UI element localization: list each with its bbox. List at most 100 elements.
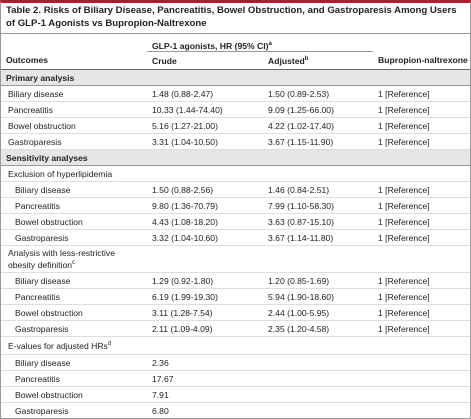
value-cell: 1 [Reference] [373, 213, 470, 230]
value-cell: 17.67 [147, 370, 263, 387]
outcome-cell: Bowel obstruction [1, 117, 147, 134]
column-header-text: Adjusted [268, 55, 305, 66]
outcome-cell: Pancreatitis [1, 370, 147, 387]
outcome-cell: Pancreatitis [1, 288, 147, 305]
section-label: Sensitivity analyses [1, 149, 470, 166]
value-cell: 1 [Reference] [373, 272, 470, 289]
empty-cell [263, 370, 374, 387]
value-cell: 1 [Reference] [373, 288, 470, 305]
outcome-cell: Gastroparesis [1, 133, 147, 150]
sub-row: Gastroparesis 6.80 [1, 403, 470, 419]
sub-row: Bowel obstruction 4.43 (1.08-18.20) 3.63 (… [1, 213, 470, 230]
group-row: Analysis with less-restrictive obesity d… [1, 245, 470, 273]
label-text: E-values for adjusted HRs [8, 340, 108, 351]
value-cell: 7.99 (1.10-58.30) [263, 197, 374, 214]
group-label: E-values for adjusted HRsd [1, 336, 147, 355]
value-cell: 1.20 (0.85-1.69) [263, 272, 374, 289]
value-cell: 9.80 (1.36-70.79) [147, 197, 263, 214]
group-label: Exclusion of hyperlipidemia [1, 165, 470, 182]
empty-cell [263, 354, 374, 371]
item-row: Bowel obstruction 5.16 (1.27-21.00) 4.22 (… [1, 117, 470, 134]
value-cell: 6.80 [152, 405, 169, 416]
value-cell: 4.22 (1.02-17.40) [263, 117, 374, 134]
group-row: E-values for adjusted HRsd [1, 336, 470, 355]
outcome-cell: Biliary disease [1, 181, 147, 198]
group-text: GLP-1 agonists, HR (95% CI) [152, 41, 269, 51]
outcome-cell: Biliary disease [1, 272, 147, 289]
value-cell: 1 [Reference] [373, 304, 470, 321]
outcome-cell: Bowel obstruction [1, 386, 147, 403]
column-group-header: GLP-1 agonists, HR (95% CI)a [147, 34, 374, 52]
footnote-marker: c [72, 260, 76, 267]
label-text: Analysis with less-restrictive obesity d… [8, 248, 115, 270]
sub-row: Bowel obstruction 7.91 [1, 386, 470, 403]
empty-cell [147, 245, 470, 273]
value-cell: 1 [Reference] [373, 181, 470, 198]
value-cell: 10.33 (1.44-74.40) [147, 101, 263, 118]
sub-row: Pancreatitis 9.80 (1.36-70.79) 7.99 (1.10-… [1, 197, 470, 214]
value-cell: 1 [Reference] [373, 320, 470, 337]
footnote-marker: a [268, 41, 272, 48]
value-cell: 1.48 (0.88-2.47) [147, 85, 263, 102]
value-cell: 6.19 (1.99-19.30) [147, 288, 263, 305]
value-cell: 3.32 (1.04-10.60) [147, 229, 263, 246]
outcome-cell: Bowel obstruction [1, 304, 147, 321]
sub-row: Pancreatitis 6.19 (1.99-19.30) 5.94 (1.90-… [1, 288, 470, 305]
value-cell: 3.31 (1.04-10.50) [147, 133, 263, 150]
label-text: Primary analysis [6, 72, 75, 83]
outcome-cell: Bowel obstruction [1, 213, 147, 230]
value-cell: 2.36 [147, 354, 263, 371]
value-cell: 1 [Reference] [373, 85, 470, 102]
footnote-marker: d [107, 340, 112, 347]
outcome-cell: Pancreatitis [1, 197, 147, 214]
header-row: Outcomes Crude Adjustedb Bupropion-naltrexo… [1, 51, 470, 70]
outcome-cell: Gastroparesis [1, 229, 147, 246]
value-cell: 1 [Reference] [373, 229, 470, 246]
column-header-text: Outcomes [6, 55, 49, 66]
value-cell: 1.46 (0.84-2.51) [263, 181, 374, 198]
column-header: Adjustedb [263, 51, 374, 70]
value-cell: 3.11 (1.28-7.54) [147, 304, 263, 321]
outcome-cell: Pancreatitis [1, 101, 147, 118]
label-text: Exclusion of hyperlipidemia [8, 168, 113, 179]
empty-cell [373, 354, 470, 371]
empty-cell [373, 370, 470, 387]
value-cell: 2.11 (1.09-4.09) [147, 320, 263, 337]
sub-row: Gastroparesis 3.32 (1.04-10.60) 3.67 (1.14… [1, 229, 470, 246]
value-cell: 2.44 (1.00-5.95) [263, 304, 374, 321]
value-cell: 9.09 (1.25-66.00) [263, 101, 374, 118]
sub-row: Bowel obstruction 3.11 (1.28-7.54) 2.44 (1… [1, 304, 470, 321]
outcome-cell: Gastroparesis [1, 320, 147, 337]
empty-cell [147, 336, 470, 355]
empty-cell [263, 403, 373, 419]
header-row: GLP-1 agonists, HR (95% CI)a [1, 34, 470, 52]
footnote-marker: b [304, 55, 309, 62]
section-row: Primary analysis [1, 69, 470, 86]
section-row: Sensitivity analyses [1, 149, 470, 166]
value-cell: 1 [Reference] [373, 133, 470, 150]
table-label: Table 2. [6, 5, 42, 16]
column-header-text: Crude [152, 55, 177, 66]
column-header: Outcomes [1, 51, 147, 70]
sub-row: Biliary disease 2.36 [1, 354, 470, 371]
empty-cell [373, 386, 470, 403]
sub-row: Biliary disease 1.29 (0.92-1.80) 1.20 (0.8… [1, 272, 470, 289]
sub-row: Pancreatitis 17.67 [1, 370, 470, 387]
value-cell: 1 [Reference] [373, 101, 470, 118]
title-text: Risks of Biliary Disease, Pancreatitis, … [6, 5, 457, 29]
value-cell: 1.50 (0.88-2.56) [147, 181, 263, 198]
sub-row: Biliary disease 1.50 (0.88-2.56) 1.46 (0.8… [1, 181, 470, 198]
outcome-cell: Biliary disease [1, 354, 147, 371]
value-cell: 1 [Reference] [373, 197, 470, 214]
value-cell: 1 [Reference] [373, 117, 470, 134]
value-cell: 3.63 (0.87-15.10) [263, 213, 374, 230]
value-cell: 7.91 [147, 386, 263, 403]
table: GLP-1 agonists, HR (95% CI)a Outcomes Cru… [1, 34, 470, 418]
value-cell: 4.43 (1.08-18.20) [147, 213, 263, 230]
group-row: Exclusion of hyperlipidemia [1, 165, 470, 182]
value-cell: 2.35 (1.20-4.58) [263, 320, 374, 337]
column-header-text: Bupropion-naltrexone [378, 55, 468, 66]
value-cell: 3.67 (1.15-11.90) [263, 133, 374, 150]
table-title: Table 2. Risks of Biliary Disease, Pancr… [1, 3, 470, 34]
